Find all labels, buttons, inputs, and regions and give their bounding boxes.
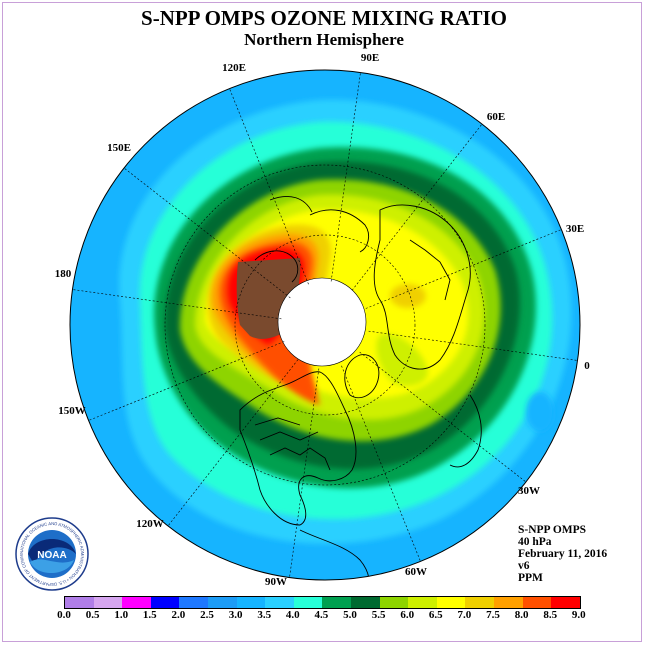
info-level: 40 hPa xyxy=(518,536,552,548)
colorbar-tick-label: 3.0 xyxy=(228,609,243,621)
lon-label-90e: 90E xyxy=(360,52,380,64)
colorbar-tick-label: 4.5 xyxy=(314,609,329,621)
colorbar xyxy=(64,596,581,609)
colorbar-tick-label: 5.5 xyxy=(371,609,386,621)
info-instrument: S-NPP OMPS xyxy=(518,524,587,536)
info-block: S-NPP OMPS 40 hPa February 11, 2016 v6 P… xyxy=(518,524,607,584)
colorbar-cell xyxy=(150,597,180,608)
lon-label-30e: 30E xyxy=(565,223,585,235)
map-subtitle: Northern Hemisphere xyxy=(244,30,404,49)
colorbar-tick-label: 6.0 xyxy=(400,609,415,621)
colorbar-tick-label: 7.0 xyxy=(457,609,472,621)
latitude-circle xyxy=(234,234,416,416)
colorbar-cell xyxy=(65,597,94,608)
colorbar-cell xyxy=(379,597,409,608)
graticule xyxy=(72,72,578,578)
colorbar-tick-label: 5.0 xyxy=(343,609,357,621)
colorbar-cell xyxy=(408,597,437,608)
colorbar-cell xyxy=(93,597,123,608)
meridian-line xyxy=(365,229,562,309)
meridian-line xyxy=(72,289,282,320)
colorbar-cell xyxy=(350,597,380,608)
map-frame xyxy=(2,2,642,642)
lon-label-120e: 120E xyxy=(222,62,246,74)
meridian-line xyxy=(359,351,527,483)
meridian-line xyxy=(341,365,421,562)
meridian-line xyxy=(88,341,285,421)
colorbar-cell xyxy=(207,597,237,608)
lon-label-120w: 120W xyxy=(136,518,164,530)
colorbar-cell xyxy=(322,597,351,608)
colorbar-tick-label: 8.0 xyxy=(514,609,529,621)
colorbar-cell xyxy=(293,597,323,608)
colorbar-cell xyxy=(551,597,580,608)
colorbar-tick-label: 7.5 xyxy=(486,609,500,621)
colorbar-tick-label: 1.5 xyxy=(142,609,157,621)
colorbar-tick-label: 0.0 xyxy=(57,609,71,621)
noaa-logo: NOAA NATIONAL OCEANIC AND ATMOSPHERIC AD… xyxy=(14,516,89,591)
info-version: v6 xyxy=(518,560,530,572)
colorbar-tick-label: 8.5 xyxy=(543,609,558,621)
colorbar-cell xyxy=(122,597,151,608)
ozone-band-atlantic xyxy=(376,334,429,387)
meridian-line xyxy=(229,88,309,285)
info-units: PPM xyxy=(518,572,543,584)
colorbar-cell xyxy=(179,597,208,608)
colorbar-tick-label: 2.0 xyxy=(171,609,186,621)
colorbar-cell xyxy=(493,597,523,608)
lon-label-180: 180 xyxy=(54,268,72,280)
colorbar-cell xyxy=(436,597,466,608)
colorbar-cell xyxy=(465,597,494,608)
lon-label-0: 0 xyxy=(584,360,590,372)
colorbar-tick-label: 6.5 xyxy=(428,609,443,621)
ozone-patch-east xyxy=(526,392,554,432)
colorbar-cell xyxy=(265,597,294,608)
lon-label-90w: 90W xyxy=(265,576,287,588)
colorbar-cell xyxy=(236,597,266,608)
meridian-line xyxy=(368,330,578,361)
meridian-line xyxy=(167,359,299,527)
meridian-line xyxy=(123,167,291,299)
lon-label-60w: 60W xyxy=(405,566,427,578)
meridian-line xyxy=(330,72,361,282)
noaa-logo-text: NOAA xyxy=(37,550,66,561)
colorbar-tick-label: 2.5 xyxy=(200,609,214,621)
colorbar-tick-label: 0.5 xyxy=(85,609,100,621)
lon-label-150w: 150W xyxy=(58,405,86,417)
lon-label-150e: 150E xyxy=(107,142,131,154)
polar-cap xyxy=(277,277,367,367)
colorbar-cell xyxy=(522,597,552,608)
lon-label-60e: 60E xyxy=(486,111,506,123)
colorbar-tick-label: 1.0 xyxy=(114,609,129,621)
colorbar-tick-label: 9.0 xyxy=(571,609,586,621)
map-border xyxy=(69,69,581,581)
colorbar-ticks: 0.0 0.5 1.0 1.5 2.0 2.5 3.0 3.5 4.0 4.5 5.0 5.5 6.0 6… xyxy=(57,609,586,623)
latitude-circle xyxy=(164,164,486,486)
lon-label-30w: 30W xyxy=(518,485,540,497)
info-date: February 11, 2016 xyxy=(518,548,608,560)
ozone-spot-eurasia xyxy=(390,284,426,308)
colorbar-tick-label: 3.5 xyxy=(257,609,272,621)
meridian-line xyxy=(289,368,320,578)
meridian-line xyxy=(351,123,483,291)
colorbar-tick-label: 4.0 xyxy=(285,609,300,621)
map-title: S-NPP OMPS OZONE MIXING RATIO xyxy=(141,6,507,30)
